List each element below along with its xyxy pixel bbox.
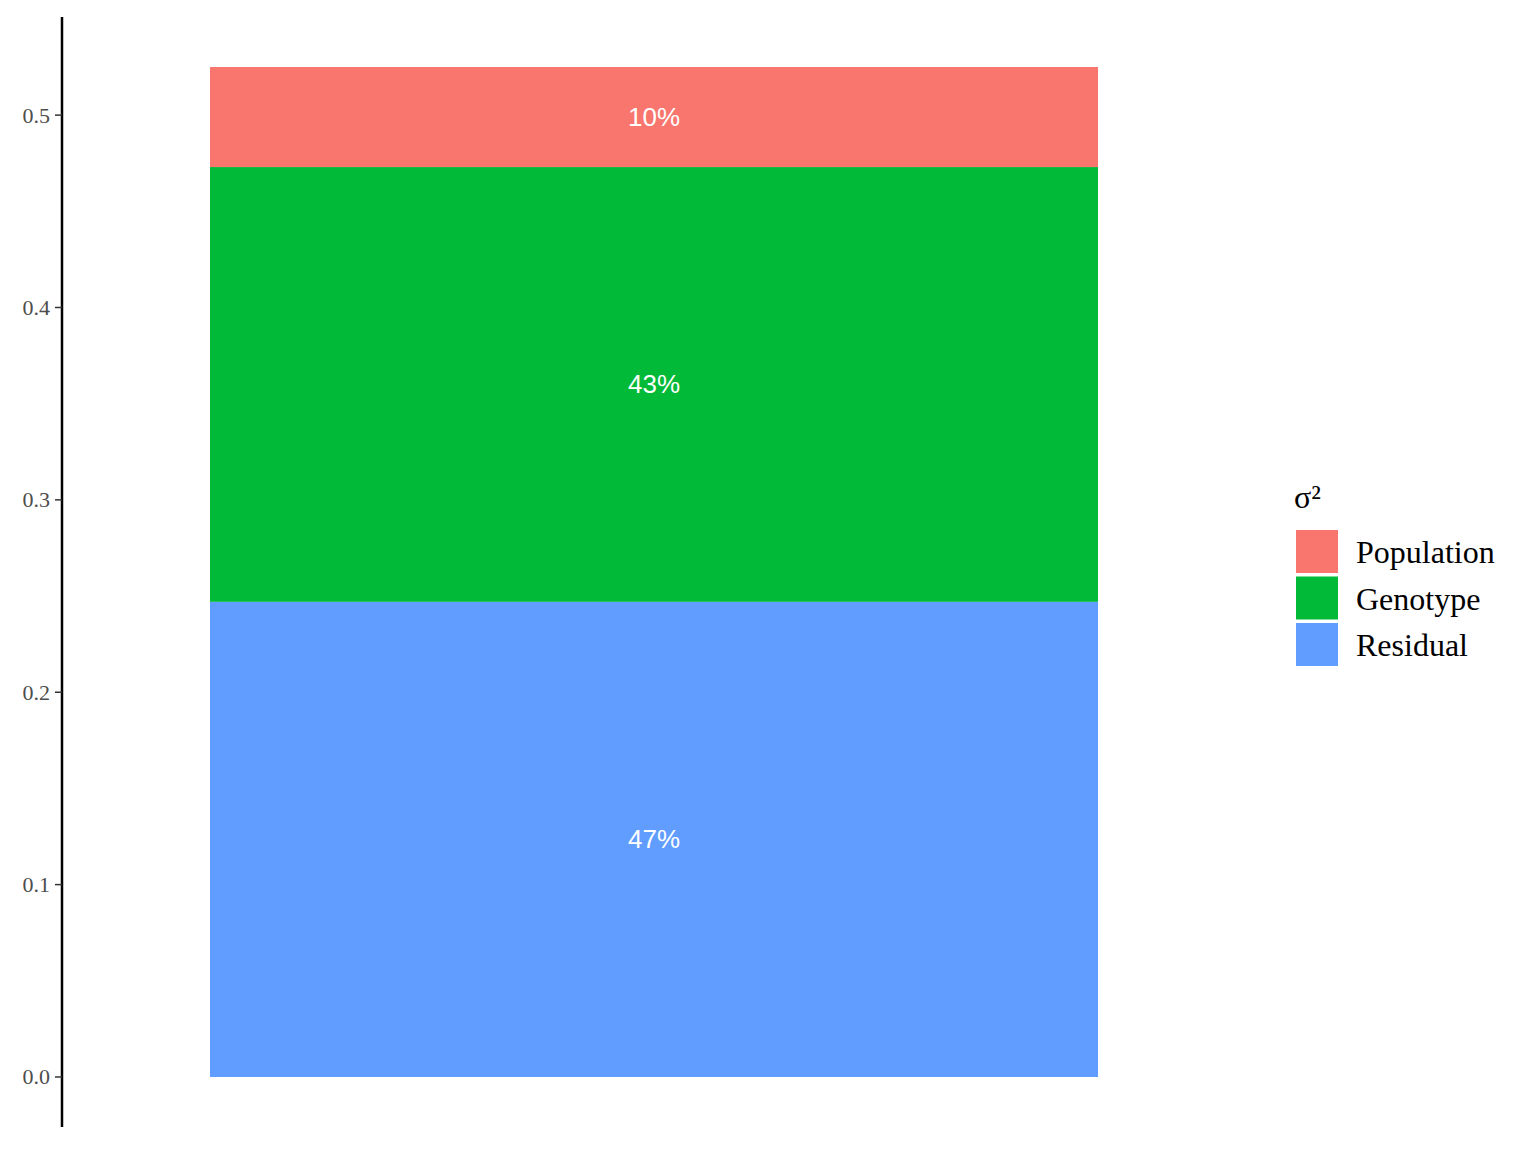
- y-tick-label: 0.4: [23, 295, 51, 320]
- y-tick: [55, 499, 62, 501]
- bar-segment: [210, 167, 1098, 602]
- legend-swatch: [1296, 623, 1338, 666]
- data-labels: 47% 43% 10%: [628, 102, 680, 854]
- data-label: 47%: [628, 824, 680, 854]
- data-label: 10%: [628, 102, 680, 132]
- legend-swatch: [1296, 530, 1338, 573]
- y-tick-label: 0.2: [23, 680, 51, 705]
- y-tick-label: 0.3: [23, 487, 51, 512]
- y-tick-label: 0.1: [23, 872, 51, 897]
- y-tick: [55, 1076, 62, 1078]
- legend-title: σ²: [1294, 479, 1321, 515]
- y-tick-label: 0.5: [23, 103, 51, 128]
- legend-label: Population: [1356, 534, 1495, 570]
- data-label: 43%: [628, 369, 680, 399]
- legend-label: Genotype: [1356, 581, 1480, 617]
- bar-segment: [210, 602, 1098, 1077]
- legend: σ² Population Genotype Residual: [1294, 479, 1495, 666]
- chart-root: 0.0 0.1 0.2 0.3 0.4 0.5 47% 43% 10% σ² Population G…: [0, 0, 1536, 1152]
- y-tick: [55, 691, 62, 693]
- bars: [210, 67, 1098, 1077]
- legend-label: Residual: [1356, 627, 1468, 663]
- y-tick: [55, 114, 62, 116]
- y-tick-label: 0.0: [23, 1064, 51, 1089]
- y-tick: [55, 307, 62, 309]
- y-tick: [55, 884, 62, 886]
- legend-swatch: [1296, 577, 1338, 620]
- bar-segment: [210, 67, 1098, 167]
- chart-svg: 0.0 0.1 0.2 0.3 0.4 0.5 47% 43% 10% σ² Population G…: [0, 0, 1536, 1152]
- y-axis-line: [61, 17, 64, 1127]
